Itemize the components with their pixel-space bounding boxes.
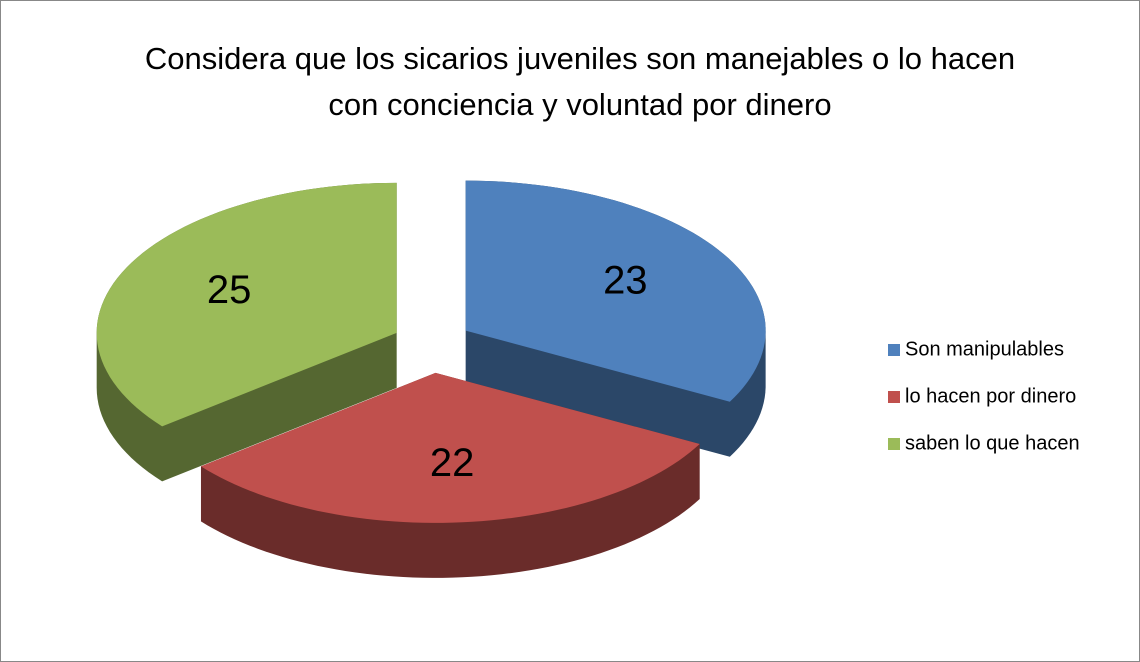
slice-top — [465, 180, 766, 402]
pie-slice — [96, 182, 397, 482]
legend-label: Son manipulables — [905, 338, 1064, 360]
chart-title: Considera que los sicarios juveniles son… — [144, 41, 1016, 122]
pie-slice — [465, 180, 766, 457]
slice-top — [200, 372, 700, 523]
legend-swatch — [888, 344, 900, 356]
legend-label: saben lo que hacen — [905, 432, 1080, 454]
data-label: 23 — [603, 259, 648, 303]
data-label: 25 — [207, 268, 252, 312]
legend-swatch — [888, 438, 900, 450]
slice-top — [96, 182, 397, 427]
pie-slice — [200, 372, 700, 578]
data-label: 22 — [430, 441, 475, 485]
legend-swatch — [888, 391, 900, 403]
legend-label: lo hacen por dinero — [905, 385, 1076, 407]
